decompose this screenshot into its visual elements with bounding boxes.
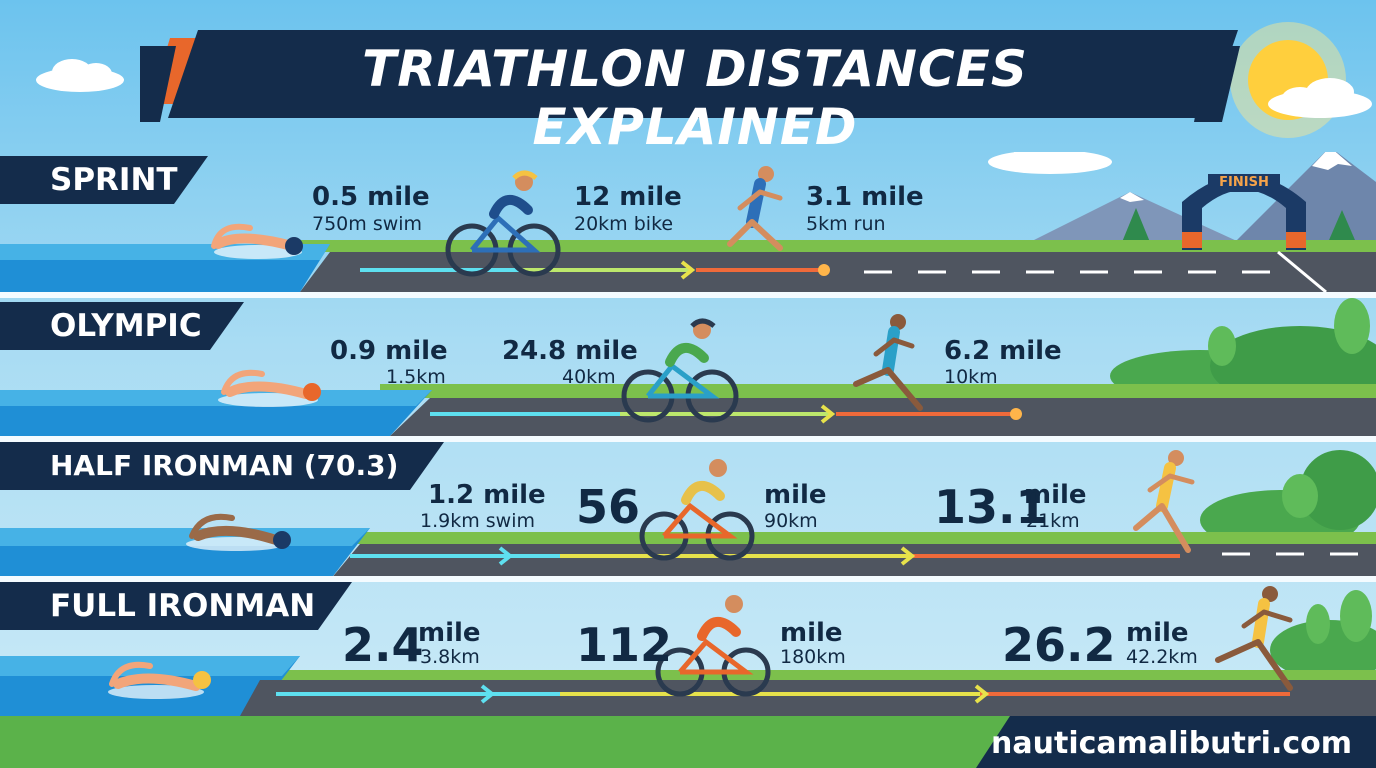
- footer-banner: [976, 716, 1376, 768]
- run-primary: 3.1 mile: [806, 182, 924, 212]
- cyclist-icon: [639, 459, 755, 561]
- level-label: FULL IRONMAN: [0, 582, 352, 630]
- swim-secondary: 750m swim: [312, 213, 423, 235]
- swimmer-icon: [218, 369, 321, 407]
- finish-arch-icon: [1182, 174, 1306, 250]
- runner-icon: [1133, 450, 1195, 553]
- swim-secondary: 3.8km: [420, 646, 480, 668]
- swim-secondary: 1.9km swim: [420, 510, 535, 532]
- cyclist-icon: [655, 595, 771, 697]
- cloud-icon: [988, 152, 1112, 174]
- sky-decor: [36, 22, 1372, 138]
- olympic-scene: [0, 298, 1376, 436]
- bike-secondary: 40km: [562, 366, 616, 388]
- run-secondary: 10km: [944, 366, 998, 388]
- bike-secondary: 20km bike: [574, 213, 674, 235]
- swimmer-icon: [211, 223, 303, 259]
- row-half-ironman: HALF IRONMAN (70.3) 1.2 mile 1.9km swim …: [0, 440, 1376, 580]
- row-separator: [0, 436, 1376, 442]
- run-secondary: 42.2km: [1126, 646, 1198, 668]
- swim-primary: 0.9 mile: [330, 336, 448, 366]
- run-primary: 6.2 mile: [944, 336, 1062, 366]
- bike-number: 112: [576, 618, 673, 672]
- bike-unit: mile: [780, 618, 843, 648]
- website-link[interactable]: nauticamalibutri.com: [991, 726, 1352, 761]
- level-label: SPRINT: [0, 156, 208, 204]
- swimmer-icon: [108, 661, 211, 699]
- swim-primary: 0.5 mile: [312, 182, 430, 212]
- run-unit: mile: [1126, 618, 1189, 648]
- bike-unit: mile: [764, 480, 827, 510]
- run-number: 13.1: [934, 480, 1048, 534]
- bike-primary: 12 mile: [574, 182, 682, 212]
- row-sprint: SPRINT FINISH 0.5 mile 750m swim 12 mile…: [0, 152, 1376, 292]
- row-separator: [0, 576, 1376, 582]
- cyclist-icon: [621, 318, 739, 423]
- page-title: TRIATHLON DISTANCES EXPLAINED: [362, 40, 1028, 156]
- bike-secondary: 180km: [780, 646, 846, 668]
- cyclist-icon: [445, 170, 561, 277]
- bike-number: 56: [576, 480, 641, 534]
- run-secondary: 21km: [1026, 510, 1080, 532]
- level-label: OLYMPIC: [0, 302, 244, 350]
- half-ironman-scene: [0, 450, 1376, 580]
- level-label: HALF IRONMAN (70.3): [0, 442, 444, 490]
- runner-icon: [1215, 586, 1293, 691]
- title-banner: [140, 30, 1240, 122]
- runner-icon: [853, 314, 923, 411]
- run-number: 26.2: [1002, 618, 1116, 672]
- runner-icon: [727, 166, 783, 251]
- cloud-icon: [1268, 78, 1372, 118]
- tree-icon: [1120, 208, 1358, 247]
- run-secondary: 5km run: [806, 213, 886, 235]
- bike-primary: 24.8 mile: [502, 336, 638, 366]
- swimmer-icon: [186, 513, 291, 551]
- tree-icon: [1270, 590, 1376, 680]
- row-separator: [0, 292, 1376, 298]
- swim-primary: 1.2 mile: [428, 480, 546, 510]
- run-unit: mile: [1024, 480, 1087, 510]
- swim-secondary: 1.5km: [386, 366, 446, 388]
- finish-label: FINISH: [1219, 175, 1269, 190]
- bike-secondary: 90km: [764, 510, 818, 532]
- row-olympic: OLYMPIC 0.9 mile 1.5km 24.8 mile 40km 6.…: [0, 296, 1376, 436]
- header: TRIATHLON DISTANCES EXPLAINED: [0, 0, 1376, 156]
- cloud-icon: [36, 59, 124, 92]
- swim-unit: mile: [418, 618, 481, 648]
- sprint-scene: [0, 152, 1376, 292]
- swim-number: 2.4: [342, 618, 424, 672]
